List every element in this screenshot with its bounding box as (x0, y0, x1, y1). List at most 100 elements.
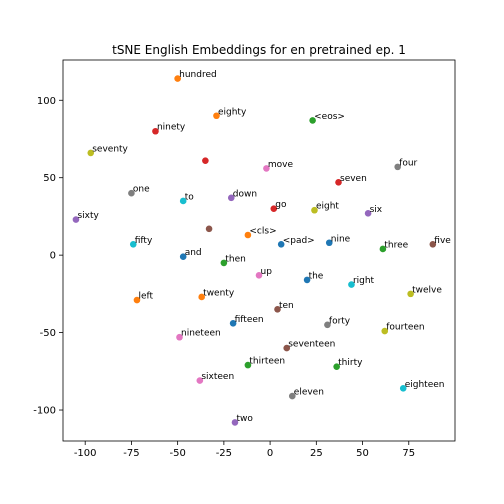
point-label: ninety (157, 123, 186, 133)
x-tick-label: 50 (356, 448, 369, 459)
scatter-point (277, 241, 285, 248)
point-label: then (225, 254, 245, 264)
point-label: down (233, 189, 257, 199)
scatter-point (381, 327, 389, 335)
point-label: one (133, 185, 150, 195)
scatter-point (399, 385, 407, 392)
point-label: twenty (203, 288, 235, 298)
point-label: two (236, 414, 253, 424)
x-tick-label: -100 (74, 448, 97, 459)
point-label: go (275, 200, 287, 210)
scatter-point (220, 259, 228, 267)
scatter-point (174, 75, 181, 82)
scatter-point (309, 117, 316, 124)
point-label: <pad> (283, 236, 315, 246)
scatter-point (335, 179, 342, 186)
scatter-point (152, 127, 159, 135)
scatter-point (303, 276, 311, 284)
scatter-point (263, 165, 270, 172)
point-label: fifteen (235, 315, 264, 325)
point-label: left (138, 292, 153, 302)
point-label: hundred (179, 70, 217, 80)
point-label: ten (279, 301, 294, 311)
x-axis: -100 -75 -50 -25 0 25 50 75 (74, 441, 415, 459)
scatter-point (283, 344, 291, 352)
point-label: three (384, 240, 408, 250)
scatter-point (179, 253, 187, 260)
point-label: thirty (338, 358, 363, 368)
scatter-point (407, 290, 414, 298)
point-label: eighty (218, 107, 247, 117)
point-label: <eos> (314, 112, 345, 122)
point-label: eleven (294, 388, 324, 398)
scatter-point (429, 241, 437, 248)
scatter-point (244, 361, 252, 369)
y-tick-label: 0 (50, 251, 56, 262)
x-tick-label: 75 (402, 448, 415, 459)
scatter-point (176, 333, 183, 341)
point-label: four (399, 158, 417, 168)
point-label: thirteen (249, 357, 285, 367)
scatter-point (325, 239, 333, 247)
scatter-point (87, 149, 95, 157)
scatter-point (274, 306, 281, 313)
x-tick-label: 0 (267, 448, 273, 459)
plot-frame (62, 59, 456, 442)
scatter-point (394, 163, 401, 171)
y-tick-label: -100 (33, 406, 56, 417)
scatter-point (333, 363, 340, 370)
point-label: eight (316, 202, 339, 212)
point-label: six (370, 205, 383, 215)
x-tick-label: -25 (216, 448, 232, 459)
scatter-point (205, 225, 213, 233)
scatter-point (324, 321, 331, 329)
scatter-point (364, 210, 372, 217)
x-tick-label: -50 (169, 448, 185, 459)
scatter-points: hundred eighty ninety <eos> seventy move four s… (72, 70, 451, 426)
scatter-point (196, 377, 204, 384)
scatter-point (231, 419, 239, 426)
y-tick-label: 100 (37, 96, 56, 107)
y-tick-label: 50 (43, 173, 56, 184)
scatter-point (129, 241, 137, 248)
y-tick-label: -50 (40, 328, 56, 339)
point-label: sixteen (201, 372, 234, 382)
point-label: seven (340, 174, 367, 184)
scatter-point (229, 319, 237, 327)
point-label: sixty (77, 211, 99, 221)
x-tick-label: 25 (310, 448, 323, 459)
scatter-point (179, 197, 187, 205)
point-label: twelve (412, 285, 442, 295)
point-label: seventy (92, 144, 128, 154)
point-label: nineteen (181, 329, 221, 339)
scatter-point (128, 189, 135, 197)
x-tick-label: -75 (123, 448, 139, 459)
scatter-point (348, 281, 355, 288)
scatter-point (379, 245, 387, 253)
scatter-point (270, 205, 278, 212)
point-label: right (353, 276, 375, 286)
scatter-point (198, 293, 205, 301)
point-label: five (434, 236, 451, 246)
point-label: fourteen (386, 323, 424, 333)
scatter-point (133, 296, 141, 304)
scatter-point (72, 216, 80, 223)
scatter-point (227, 194, 235, 202)
point-label: eighteen (405, 380, 445, 390)
point-label: forty (329, 316, 351, 326)
point-label: seventeen (288, 340, 335, 350)
y-axis: -100 -50 0 50 100 (33, 96, 63, 417)
point-label: the (309, 271, 324, 281)
scatter-point (213, 112, 220, 120)
point-label: and (185, 248, 202, 258)
scatter-point (202, 157, 209, 164)
chart-title: tSNE English Embeddings for en pretraine… (112, 43, 406, 57)
scatter-point (255, 271, 263, 279)
point-label: to (185, 192, 195, 202)
scatter-point (244, 231, 252, 239)
point-label: fifty (135, 236, 153, 246)
point-label: move (268, 160, 294, 170)
scatter-point (288, 392, 296, 400)
scatter-point (311, 206, 318, 214)
